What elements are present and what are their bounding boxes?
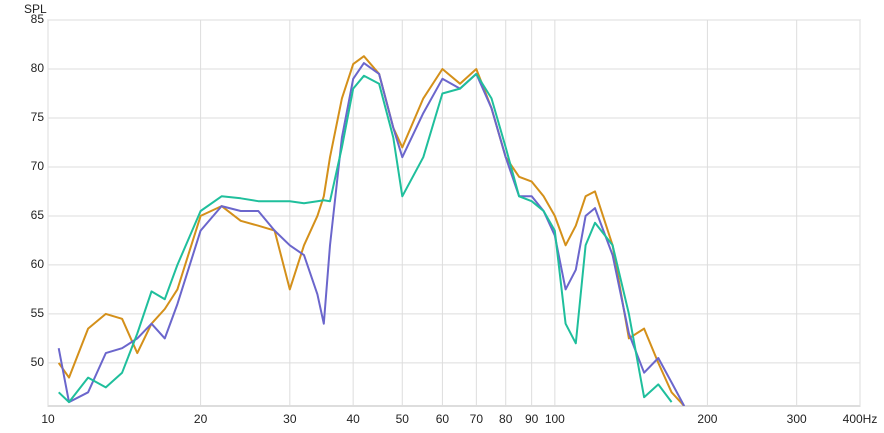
y-tick-label: 60 [31,257,45,271]
x-tick-label: 30 [283,412,297,426]
x-tick-label: 40 [346,412,360,426]
y-tick-label: 50 [31,355,45,369]
y-tick-label: 65 [31,208,45,222]
x-tick-label: 70 [470,412,484,426]
y-tick-label: 70 [31,159,45,173]
series-line [58,72,673,404]
x-tick-label: 60 [436,412,450,426]
x-tick-label: 90 [525,412,539,426]
y-tick-label: 80 [31,61,45,75]
x-tick-label: 80 [499,412,513,426]
x-tick-label: 400Hz [843,412,878,426]
x-tick-label: 10 [41,412,55,426]
y-axis-label: SPL [24,2,47,16]
y-tick-label: 55 [31,306,45,320]
x-tick-label: 100 [545,412,565,426]
series-group [57,55,686,406]
y-tick-label: 85 [31,12,45,26]
x-tick-label: 50 [396,412,410,426]
x-tick-label: 20 [194,412,208,426]
y-tick-label: 75 [31,110,45,124]
x-tick-label: 300 [787,412,807,426]
series-line [57,62,686,406]
x-tick-label: 200 [697,412,717,426]
